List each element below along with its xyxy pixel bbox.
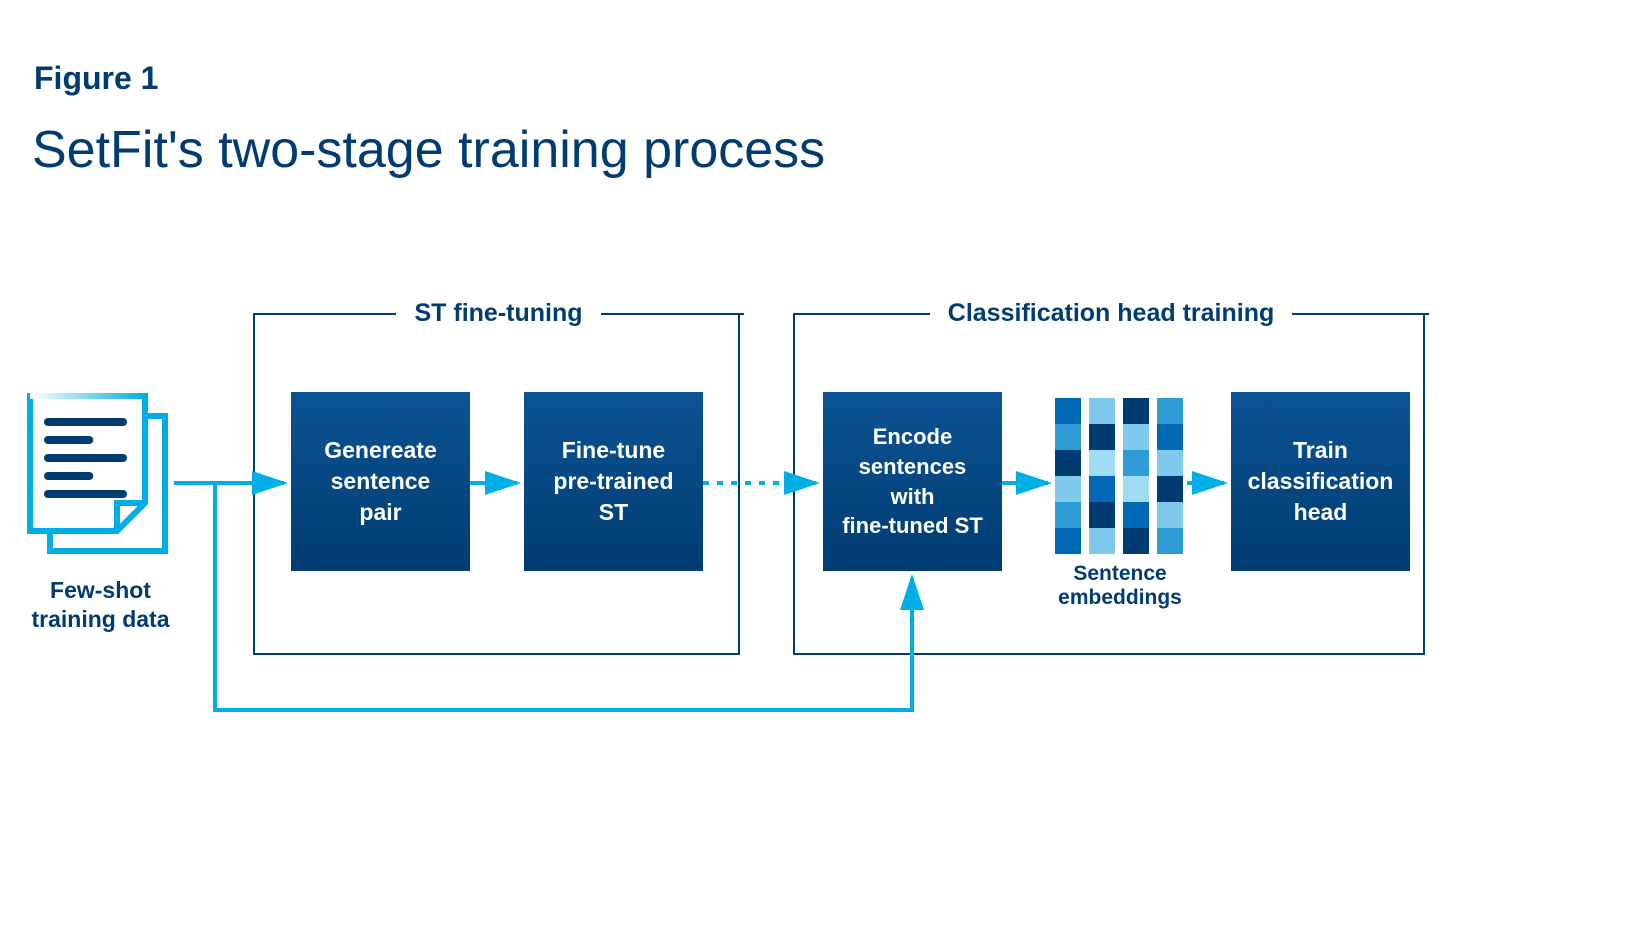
stage-label-row: ST fine-tuning [253,299,744,328]
stage-line-right [601,313,744,315]
figure-label: Figure 1 [34,60,158,97]
stage-label-classification-head: Classification head training [930,299,1292,328]
box-generate-pair: Genereatesentencepair [291,392,470,571]
box-train-head: Trainclassificationhead [1231,392,1410,571]
doc-label: Few-shottraining data [28,576,173,634]
stage-line-left [253,313,396,315]
box-text: Genereatesentencepair [324,435,437,528]
stage-line-right [1292,313,1429,315]
stage-line-left [793,313,930,315]
stage-label-row: Classification head training [793,299,1429,328]
embeddings-label: Sentence embeddings [1010,562,1230,610]
box-text: Trainclassificationhead [1248,435,1394,528]
box-finetune-st: Fine-tunepre-trainedST [524,392,703,571]
page-title: SetFit's two-stage training process [32,120,825,180]
box-text: Fine-tunepre-trainedST [553,435,673,528]
box-text: Encodesentenceswithfine-tuned ST [842,422,983,541]
stage-label-st-finetuning: ST fine-tuning [396,299,600,328]
box-encode-sentences: Encodesentenceswithfine-tuned ST [823,392,1002,571]
